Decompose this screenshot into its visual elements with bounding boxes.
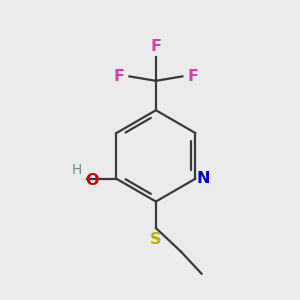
Text: F: F: [187, 69, 198, 84]
Text: N: N: [197, 171, 210, 186]
Text: F: F: [150, 39, 161, 54]
Text: S: S: [150, 232, 162, 247]
Text: H: H: [71, 163, 82, 177]
Text: O: O: [85, 173, 99, 188]
Text: F: F: [114, 69, 124, 84]
